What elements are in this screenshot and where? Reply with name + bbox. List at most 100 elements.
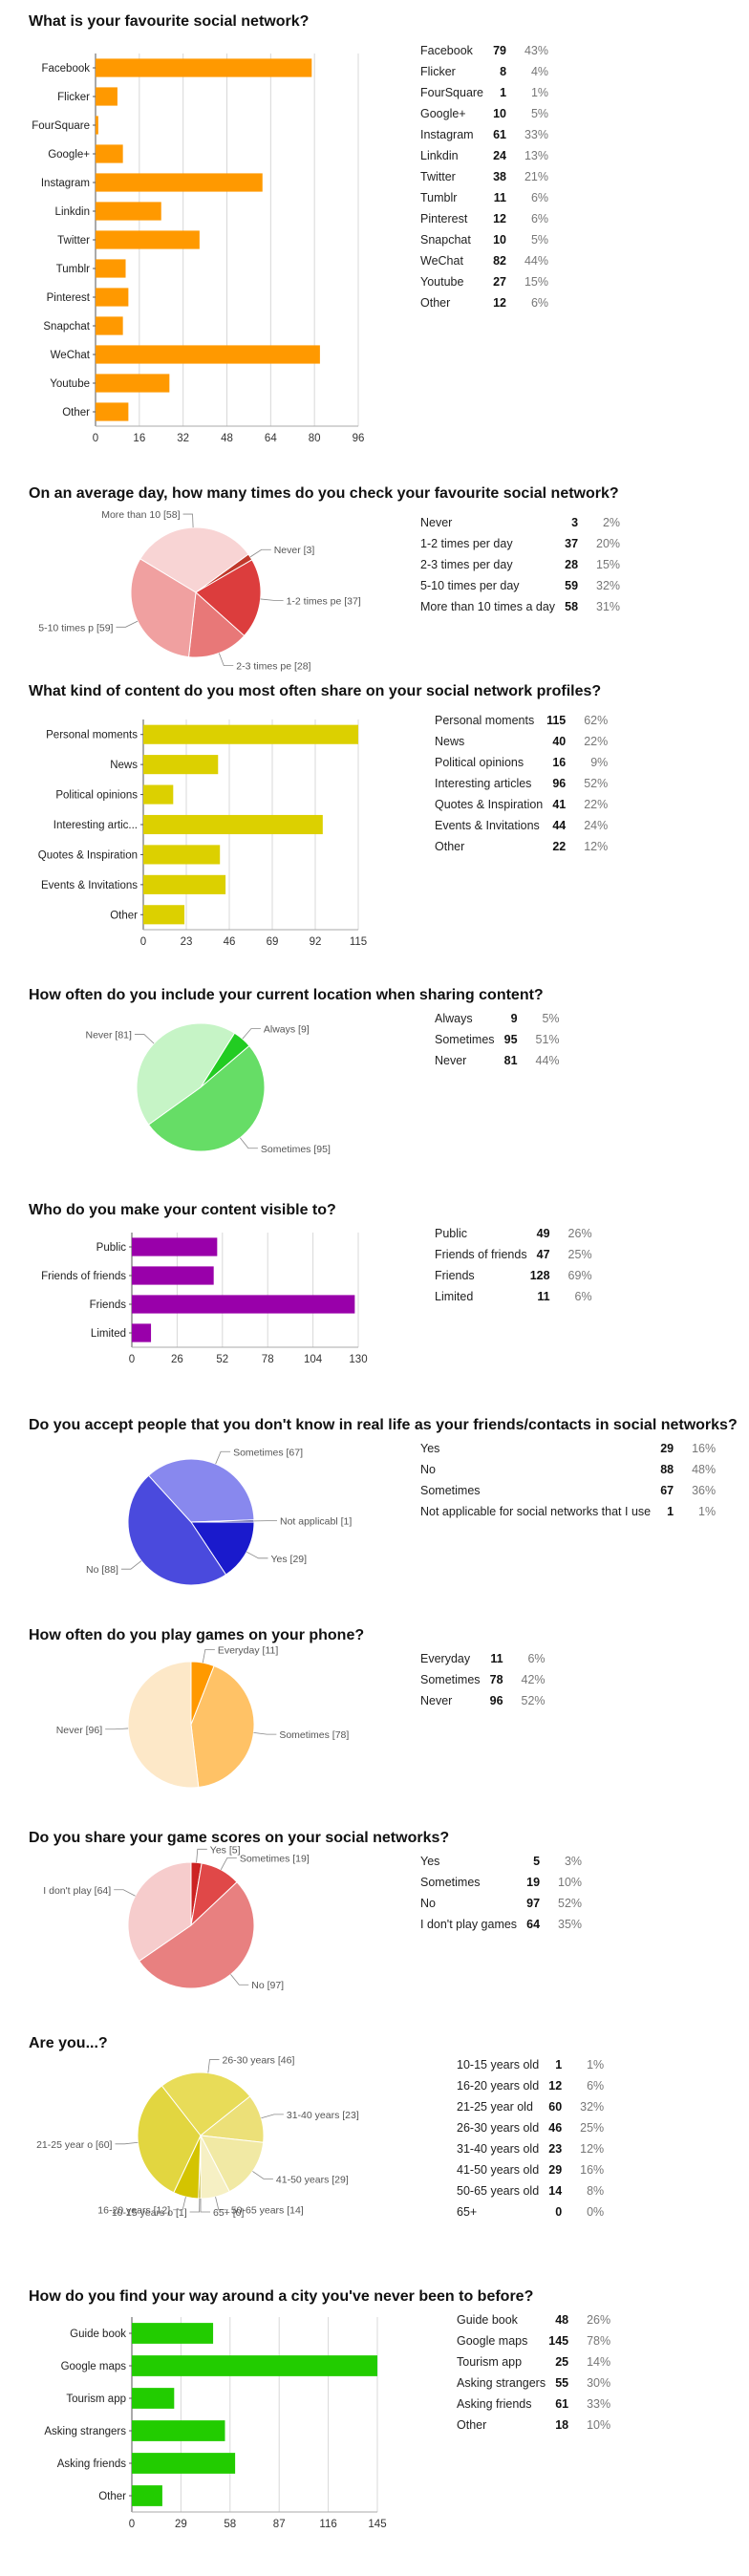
x-tick-label: 16 <box>133 433 145 444</box>
summary-percent: 26% <box>567 1227 592 1240</box>
summary-row: Other 22 12% <box>435 836 608 857</box>
summary-percent: 69% <box>567 1269 592 1282</box>
summary-label: No <box>420 1463 436 1476</box>
slice-label: 31-40 years [23] <box>287 2110 359 2121</box>
y-tick-label: Friends of friends <box>41 1271 126 1282</box>
summary-row: Yes 5 3% <box>420 1851 582 1872</box>
leader-line <box>105 1728 129 1730</box>
summary-percent: 52% <box>558 1897 583 1910</box>
summary-label: Sometimes <box>420 1484 481 1497</box>
summary-label: No <box>420 1897 436 1910</box>
summary-row: Never 96 52% <box>420 1690 546 1711</box>
summary-count: 82 <box>493 254 507 268</box>
slice-label: 16-20 years [12] <box>97 2205 170 2217</box>
summary-label: Linkdin <box>420 149 459 162</box>
summary-row: Public 49 26% <box>435 1223 592 1244</box>
leader-line <box>134 1034 155 1044</box>
summary-row: Sometimes 67 36% <box>420 1480 716 1501</box>
summary-row: 41-50 years old 29 16% <box>457 2159 604 2180</box>
summary-label: Yes <box>420 1442 440 1455</box>
slice-label: I don't play [64] <box>43 1885 111 1897</box>
leader-line <box>196 1848 207 1863</box>
summary-percent: 25% <box>580 2121 605 2135</box>
summary-row: Linkdin 24 13% <box>420 145 548 166</box>
pie-slice-yes <box>190 1521 255 1576</box>
summary-count: 16 <box>552 756 567 769</box>
slice-label: Sometimes [67] <box>233 1447 303 1458</box>
summary-label: 41-50 years old <box>457 2163 540 2177</box>
leader-line <box>116 620 139 628</box>
slice-label: 26-30 years [46] <box>222 2055 294 2067</box>
y-tick-label: Twitter <box>57 235 90 247</box>
summary-percent: 16% <box>580 2163 605 2177</box>
summary-table: Yes 29 16% No 88 48% Sometimes 67 36% Not applica… <box>420 1438 716 1522</box>
summary-row: Sometimes 78 42% <box>420 1669 546 1690</box>
summary-row: Limited 11 6% <box>435 1286 592 1307</box>
question-title: What is your favourite social network? <box>29 13 310 30</box>
leader-line <box>249 548 271 558</box>
question-title: How do you find your way around a city y… <box>29 2288 534 2305</box>
y-tick-label: Public <box>96 1242 127 1254</box>
summary-count: 1 <box>500 86 507 99</box>
summary-percent: 62% <box>584 714 609 727</box>
summary-count: 1 <box>555 2058 563 2072</box>
summary-table: Personal moments 115 62% News 40 22% Political… <box>435 710 608 857</box>
chart-section-location: How often do you include your current lo… <box>0 987 749 1159</box>
summary-label: FourSquare <box>420 86 484 99</box>
y-tick-label: Google+ <box>48 149 90 161</box>
chart-section-favourite-network: What is your favourite social network? 0… <box>0 13 749 444</box>
leader-line <box>252 2171 273 2179</box>
summary-row: Yes 29 16% <box>420 1438 716 1459</box>
summary-row: 31-40 years old 23 12% <box>457 2138 604 2159</box>
summary-row: Pinterest 12 6% <box>420 208 548 229</box>
summary-row: No 88 48% <box>420 1459 716 1480</box>
pie-slice-41-50-years-old <box>200 2135 265 2193</box>
summary-count: 10 <box>493 233 507 247</box>
summary-label: Events & Invitations <box>435 819 540 832</box>
leader-line <box>218 653 234 666</box>
summary-label: Pinterest <box>420 212 468 225</box>
slice-label: 41-50 years [29] <box>276 2174 349 2185</box>
summary-row: Google maps 145 78% <box>457 2330 610 2351</box>
summary-row: Quotes & Inspiration 41 22% <box>435 794 608 815</box>
summary-percent: 44% <box>535 1054 560 1067</box>
summary-percent: 6% <box>587 2079 605 2093</box>
summary-label: Twitter <box>420 170 456 183</box>
leader-line <box>202 1648 215 1664</box>
summary-percent: 31% <box>596 600 621 613</box>
question-title: Are you...? <box>29 2035 108 2051</box>
summary-percent: 12% <box>584 840 609 853</box>
bar-other <box>96 402 129 421</box>
summary-label: Friends of friends <box>435 1248 527 1261</box>
summary-count: 10 <box>493 107 507 120</box>
summary-row: News 40 22% <box>435 731 608 752</box>
x-tick-label: 0 <box>129 2519 135 2530</box>
x-tick-label: 96 <box>353 433 365 444</box>
bar-chart-visibility: 0 26 52 78 104 130 Public Friends of friends Fri… <box>41 1233 368 1365</box>
summary-count: 48 <box>555 2313 569 2327</box>
summary-count: 8 <box>500 65 507 78</box>
x-tick-label: 0 <box>129 1354 135 1365</box>
bar-guide-book <box>132 2323 214 2344</box>
summary-label: Other <box>435 840 465 853</box>
summary-count: 27 <box>493 275 507 289</box>
summary-table: Guide book 48 26% Google maps 145 78% Tourism … <box>457 2309 610 2436</box>
summary-count: 59 <box>565 579 579 592</box>
bar-other <box>132 2485 162 2506</box>
bar-chart-city-navigation: 0 29 58 87 116 145 Guide book Google maps Touris… <box>44 2317 387 2530</box>
summary-label: Public <box>435 1227 468 1240</box>
summary-label: WeChat <box>420 254 463 268</box>
summary-percent: 32% <box>580 2100 605 2114</box>
bar-other <box>143 905 185 925</box>
bar-news <box>143 755 219 775</box>
summary-row: Personal moments 115 62% <box>435 710 608 731</box>
summary-row: Events & Invitations 44 24% <box>435 815 608 836</box>
summary-row: Asking strangers 55 30% <box>457 2372 610 2394</box>
y-tick-label: Political opinions <box>55 790 138 802</box>
summary-percent: 48% <box>692 1463 717 1476</box>
slice-label: 1-2 times pe [37] <box>287 595 361 607</box>
leader-line <box>246 1551 268 1559</box>
summary-percent: 3% <box>564 1855 583 1868</box>
summary-percent: 8% <box>587 2184 605 2198</box>
summary-count: 37 <box>565 537 579 550</box>
